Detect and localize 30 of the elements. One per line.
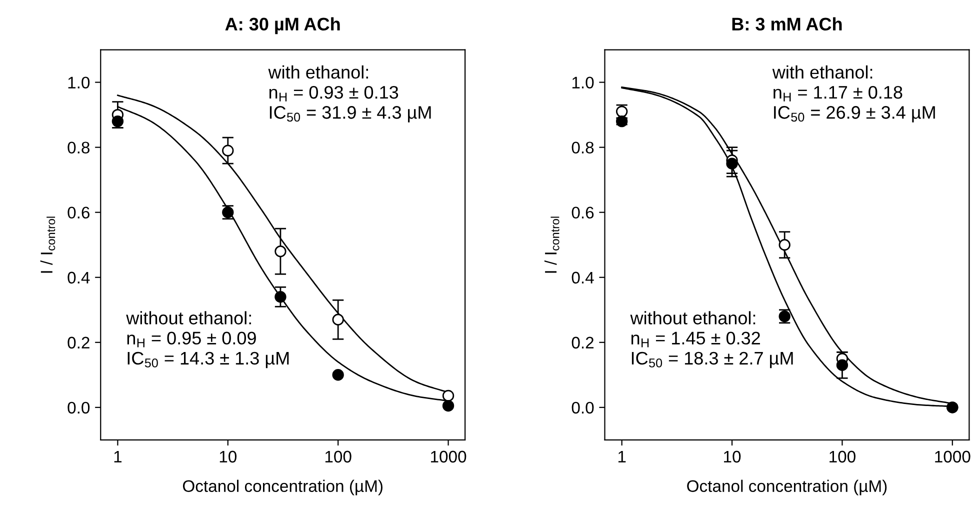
x-tick-label: 100 (830, 450, 856, 463)
chart-title: A: 30 µM ACh (225, 17, 340, 34)
y-tick-label: 0.4 (572, 272, 594, 284)
x-tick-label: 10 (724, 450, 741, 463)
y-tick-label: 0.6 (572, 206, 594, 219)
y-tick-label: 0.6 (68, 206, 90, 219)
x-axis-title: Octanol concentration (µM) (182, 480, 382, 496)
y-tick-label: 0.8 (572, 142, 594, 154)
x-tick-label: 100 (325, 450, 352, 463)
x-tick-label: 10 (220, 450, 237, 463)
x-tick-label: 1000 (431, 450, 466, 463)
y-tick-label: 0.2 (572, 336, 594, 349)
y-tick-label: 1.0 (68, 76, 90, 88)
y-tick-label: 0.4 (68, 272, 90, 284)
x-tick-label: 1000 (935, 450, 970, 463)
chart-title: B: 3 mM ACh (732, 17, 842, 31)
annotation: with ethanol: n$_{H}$ = 0.93 ± 0.13 IC$_{50}$ = 31.9 ± 4.3 µM (268, 65, 431, 122)
x-axis-title: Octanol concentration (µM) (687, 480, 887, 496)
annotation: without ethanol: n$_{H}$ = 1.45 ± 0.32 IC$_{50}$ = 18.3 ± 2.7 µM (630, 311, 793, 368)
x-tick-label: 1 (618, 450, 626, 462)
y-axis-title: I / I$_{control}$ (40, 216, 56, 273)
annotation: with ethanol: n$_{H}$ = 1.17 ± 0.18 IC$_{50}$ = 26.9 ± 3.4 µM (772, 65, 935, 122)
y-axis-title: I / I$_{control}$ (544, 216, 560, 273)
y-tick-label: 0.2 (68, 336, 90, 349)
annotation: without ethanol: n$_{H}$ = 0.95 ± 0.09 IC$_{50}$ = 14.3 ± 1.3 µM (126, 311, 289, 368)
y-tick-label: 0.0 (68, 402, 90, 414)
y-tick-label: 0.8 (68, 142, 90, 154)
y-tick-label: 0.0 (572, 402, 594, 414)
x-tick-label: 1 (114, 450, 122, 462)
y-tick-label: 1.0 (572, 76, 594, 88)
